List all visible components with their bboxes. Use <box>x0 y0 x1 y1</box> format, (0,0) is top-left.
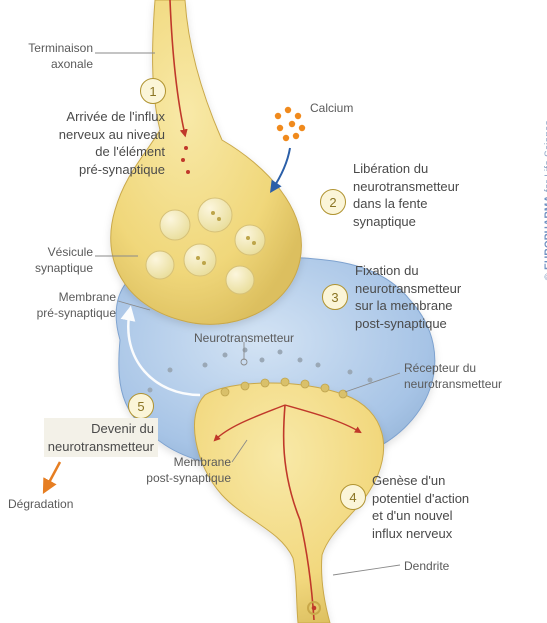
credit-brand: EUROPHARMA <box>543 195 547 270</box>
step-1-text: Arrivée de l'influxnerveux au niveaude l… <box>10 108 165 178</box>
step-1-circle: 1 <box>140 78 166 104</box>
step-4-circle: 4 <box>340 484 366 510</box>
label-membrane-post: Membranepost-synaptique <box>146 454 231 486</box>
calcium-dots <box>275 107 305 141</box>
step-3-circle: 3 <box>322 284 348 310</box>
step-1-number: 1 <box>149 84 156 99</box>
label-vesicule: Vésiculesynaptique <box>23 244 93 276</box>
credit-line: © EUROPHARMA for Life Science <box>543 120 547 280</box>
step-5-text: Devenir duneurotransmetteur <box>44 418 158 457</box>
label-calcium: Calcium <box>310 100 353 116</box>
credit-suffix: for Life Science <box>543 120 547 195</box>
credit-prefix: © <box>543 270 547 281</box>
step-4-text: Genèse d'unpotentiel d'actionet d'un nou… <box>372 472 512 542</box>
label-terminaison-axonale: Terminaisonaxonale <box>18 40 93 72</box>
label-degradation: Dégradation <box>8 496 73 512</box>
step-5-number: 5 <box>137 399 144 414</box>
step-5-circle: 5 <box>128 393 154 419</box>
label-recepteur: Récepteur duneurotransmetteur <box>404 360 534 392</box>
step-3-number: 3 <box>331 290 338 305</box>
step-2-number: 2 <box>329 195 336 210</box>
label-neurotransmetteur: Neurotransmetteur <box>194 330 294 346</box>
step-3-text: Fixation duneurotransmetteursur la membr… <box>355 262 515 332</box>
step-2-circle: 2 <box>320 189 346 215</box>
step-4-number: 4 <box>349 490 356 505</box>
label-membrane-pre: Membranepré-synaptique <box>18 289 116 321</box>
degradation-arrow <box>45 462 60 490</box>
label-dendrite: Dendrite <box>404 558 449 574</box>
step-2-text: Libération duneurotransmetteurdans la fe… <box>353 160 503 230</box>
